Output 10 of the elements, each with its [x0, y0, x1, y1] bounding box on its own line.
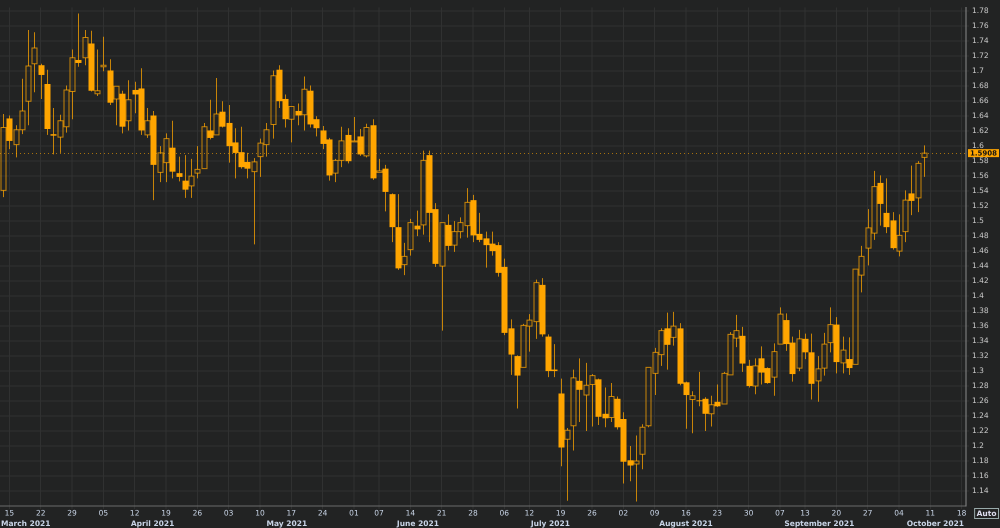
candlestick: [690, 390, 696, 434]
candlestick: [640, 424, 646, 470]
candlestick: [822, 332, 828, 376]
candlestick: [38, 63, 44, 100]
candlestick: [194, 146, 200, 179]
candlestick: [32, 32, 38, 93]
candlestick: [922, 144, 928, 178]
candlestick: [26, 29, 32, 126]
candlestick: [100, 36, 106, 72]
candlestick: [176, 156, 182, 182]
